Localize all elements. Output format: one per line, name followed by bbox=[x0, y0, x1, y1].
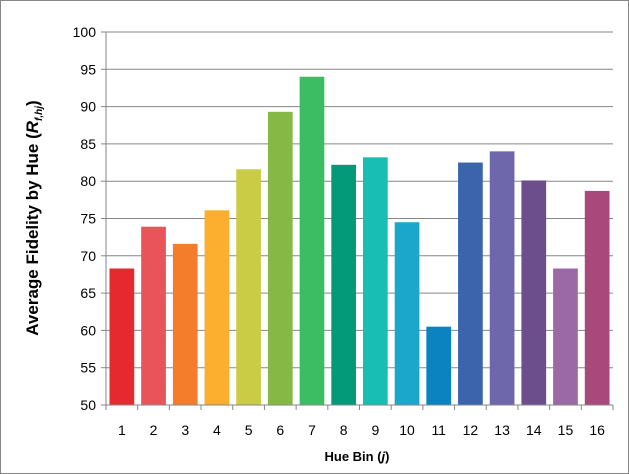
bar-9 bbox=[362, 157, 388, 405]
bar-6 bbox=[267, 111, 293, 406]
x-tick-label: 6 bbox=[276, 422, 284, 438]
y-tick-labels: 50 55 60 65 70 75 80 85 90 95 100 bbox=[73, 24, 97, 413]
y-tick-label: 85 bbox=[80, 136, 96, 152]
x-tick-label: 11 bbox=[431, 422, 446, 438]
y-tick-label: 90 bbox=[80, 99, 96, 115]
bar-13 bbox=[489, 151, 515, 405]
y-tick-label: 60 bbox=[80, 322, 96, 338]
bar-4 bbox=[204, 210, 230, 405]
bar-5 bbox=[236, 169, 261, 405]
x-tick-label: 1 bbox=[118, 422, 126, 438]
y-tick-label: 50 bbox=[80, 397, 96, 413]
x-tick-label: 5 bbox=[245, 422, 253, 438]
x-axis-title: Hue Bin (j) bbox=[324, 449, 389, 464]
x-tick-label: 4 bbox=[213, 422, 221, 438]
y-tick-label: 100 bbox=[73, 24, 97, 40]
x-tick-label: 7 bbox=[308, 422, 316, 438]
bar-8 bbox=[331, 164, 357, 405]
x-tick-label: 2 bbox=[150, 422, 158, 438]
x-tick-label: 13 bbox=[494, 422, 510, 438]
axes bbox=[101, 31, 614, 410]
bar-12 bbox=[458, 162, 483, 405]
bar-3 bbox=[172, 243, 198, 405]
y-tick-label: 55 bbox=[80, 360, 96, 376]
y-tick-label: 75 bbox=[80, 211, 96, 227]
bar-11 bbox=[426, 326, 452, 405]
x-tick-label: 14 bbox=[526, 422, 542, 438]
y-tick-label: 65 bbox=[80, 285, 96, 301]
x-tick-label: 10 bbox=[399, 422, 415, 438]
y-tick-label: 95 bbox=[80, 61, 96, 77]
x-tick-labels: 1 2 3 4 5 6 7 8 9 10 11 12 13 14 15 16 bbox=[118, 422, 605, 438]
x-tick-label: 12 bbox=[463, 422, 479, 438]
bar-15 bbox=[553, 268, 578, 405]
x-tick-label: 9 bbox=[371, 422, 379, 438]
bar-10 bbox=[394, 222, 420, 405]
bar-2 bbox=[141, 226, 166, 405]
y-axis-title: Average Fidelity by Hue (Rf,hj) bbox=[23, 100, 45, 335]
bar-7 bbox=[299, 76, 325, 405]
y-tick-label: 70 bbox=[80, 248, 96, 264]
bar-1 bbox=[109, 268, 135, 405]
bars bbox=[109, 76, 610, 406]
x-tick-label: 8 bbox=[340, 422, 348, 438]
x-tick-label: 3 bbox=[181, 422, 189, 438]
bar-14 bbox=[521, 180, 547, 405]
y-tick-label: 80 bbox=[80, 173, 96, 189]
x-tick-label: 16 bbox=[589, 422, 605, 438]
x-tick-label: 15 bbox=[558, 422, 574, 438]
bar-16 bbox=[584, 190, 610, 405]
